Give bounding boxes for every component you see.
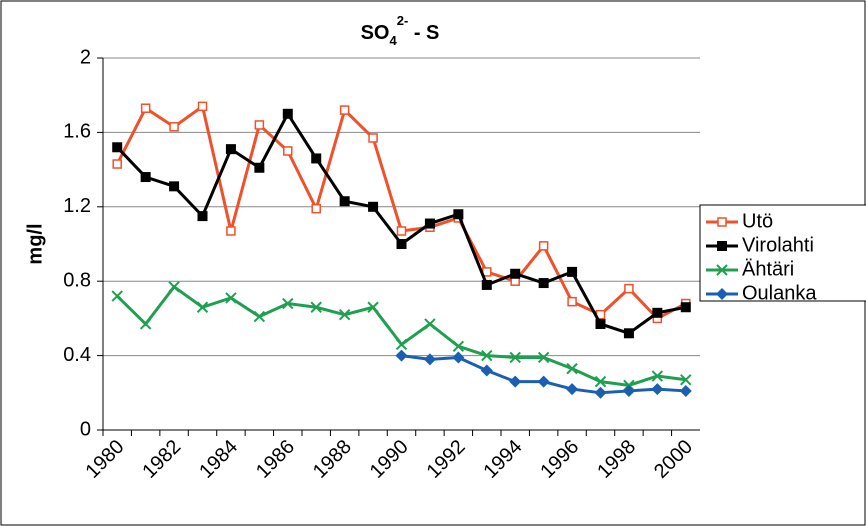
point (594, 375, 607, 388)
point (225, 292, 237, 304)
point (311, 203, 321, 214)
point (282, 108, 293, 119)
point (480, 364, 493, 377)
point (595, 318, 606, 329)
point (254, 162, 265, 173)
point (197, 101, 208, 112)
legend-marker (716, 288, 728, 300)
title-sub: 4 (389, 33, 397, 48)
y-tick-label: 1.6 (63, 121, 91, 143)
point (140, 172, 151, 183)
point (254, 120, 265, 130)
point (111, 290, 123, 302)
point (395, 338, 408, 351)
title-main: SO (361, 22, 390, 44)
point (537, 351, 550, 364)
legend-marker (716, 264, 728, 276)
point (651, 383, 664, 396)
point (424, 318, 436, 330)
point (282, 297, 294, 310)
point (481, 349, 493, 362)
point (566, 362, 578, 375)
point (567, 266, 578, 277)
point (652, 307, 663, 318)
point (509, 351, 521, 364)
point (168, 281, 180, 293)
point (395, 349, 408, 362)
point (112, 142, 123, 153)
point (311, 153, 322, 164)
point (338, 308, 351, 321)
point (623, 328, 634, 339)
point (140, 103, 151, 113)
point (509, 375, 522, 388)
point (566, 383, 579, 396)
y-tick-label: 0 (80, 418, 91, 440)
point (481, 279, 492, 290)
point (226, 226, 236, 236)
legend-label: Virolahti (742, 234, 814, 256)
point (310, 301, 322, 313)
legend-label: Utö (742, 210, 773, 232)
point (452, 351, 465, 364)
point (225, 144, 236, 155)
point (396, 239, 407, 249)
legend-label: Oulanka (742, 282, 817, 304)
point (680, 302, 691, 313)
point (651, 370, 664, 382)
legend-marker (717, 241, 727, 251)
point (423, 353, 436, 366)
point (567, 296, 577, 307)
point (510, 268, 521, 279)
point (339, 196, 350, 207)
point (424, 218, 435, 229)
point (169, 122, 179, 132)
point (680, 374, 692, 386)
point (453, 209, 464, 220)
point (538, 278, 549, 289)
point (594, 386, 607, 399)
point (253, 310, 266, 323)
point (537, 375, 550, 388)
point (622, 384, 635, 397)
legend-label: Ähtäri (742, 258, 794, 280)
title-sup: 2- (397, 13, 409, 28)
y-tick-label: 0.8 (63, 269, 91, 291)
point (339, 105, 350, 115)
title-rest: - S (408, 22, 439, 44)
point (368, 133, 378, 143)
point (196, 301, 209, 313)
legend-marker (717, 217, 727, 227)
y-axis-label: mg/l (24, 223, 46, 264)
point (368, 201, 379, 212)
point (367, 301, 379, 313)
point (679, 384, 692, 397)
y-tick-label: 0.4 (63, 344, 91, 366)
point (197, 211, 208, 222)
point (452, 340, 465, 353)
point (112, 159, 122, 169)
y-tick-label: 2 (80, 46, 91, 68)
point (139, 318, 152, 330)
point (169, 181, 180, 192)
point (538, 241, 549, 251)
chart-title: SO42- - S (361, 13, 440, 48)
y-tick-label: 1.2 (63, 195, 91, 217)
point (283, 146, 293, 156)
point (396, 226, 407, 236)
point (624, 283, 634, 294)
